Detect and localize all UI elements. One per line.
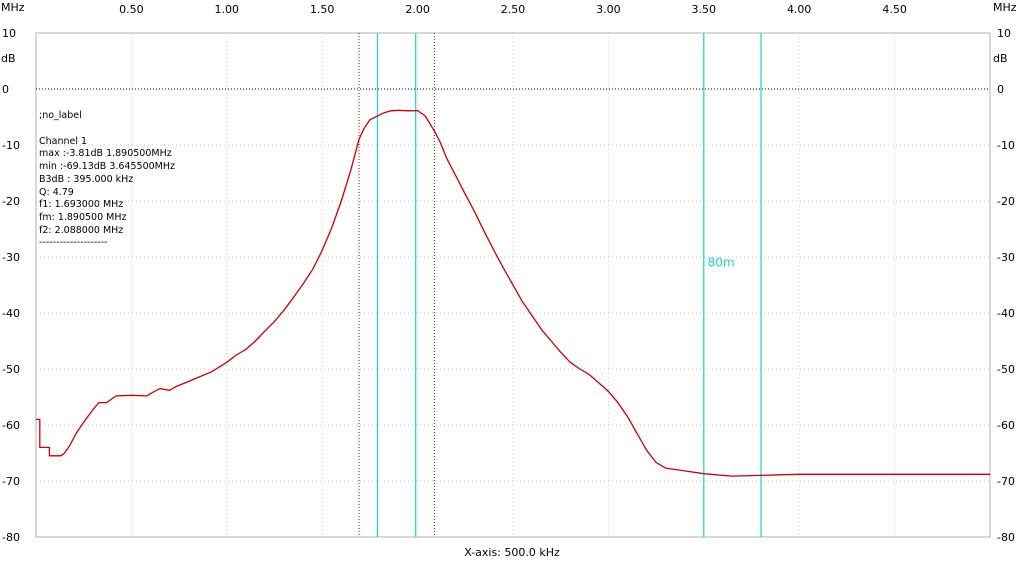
y-tick-label-right: -10 <box>997 139 1015 152</box>
x-tick-label: 4.50 <box>882 3 907 16</box>
y-tick-label-right: 10 <box>997 27 1011 40</box>
info-separator: -------------------- <box>39 237 108 249</box>
y-tick-label-right: -70 <box>997 475 1015 488</box>
y-tick-label-left: -10 <box>2 139 20 152</box>
y-tick-label-right: -40 <box>997 307 1015 320</box>
y-tick-label-right: 0 <box>997 83 1004 96</box>
y-tick-label-right: -50 <box>997 363 1015 376</box>
grid-layer <box>35 32 991 538</box>
info-max: max :-3.81dB 1.890500MHz <box>39 148 172 160</box>
x-tick-label: 2.50 <box>501 3 526 16</box>
y-tick-label-right: -80 <box>997 531 1015 544</box>
annotation-layer: 80m <box>708 256 735 270</box>
measurement-info-box: ;no_label Channel 1 max :-3.81dB 1.89050… <box>39 110 175 250</box>
x-tick-label: 3.50 <box>692 3 717 16</box>
y-tick-label-left: -20 <box>2 195 20 208</box>
y-tick-label-left: -50 <box>2 363 20 376</box>
y-tick-label-right: -20 <box>997 195 1015 208</box>
y-tick-label-left: -60 <box>2 419 20 432</box>
x-tick-label: 1.00 <box>215 3 240 16</box>
info-fm: fm: 1.890500 MHz <box>39 211 127 223</box>
x-unit-right-label: MHz <box>993 1 1017 14</box>
info-spacer <box>39 123 175 136</box>
info-f1: f1: 1.693000 MHz <box>39 199 124 211</box>
y-tick-label-right: -30 <box>997 251 1015 264</box>
info-b3db: B3dB : 395.000 kHz <box>39 173 134 185</box>
y-tick-label-left: -40 <box>2 307 20 320</box>
frequency-response-trace <box>36 109 990 477</box>
info-channel: Channel 1 <box>39 135 88 147</box>
y-tick-label-left: 10 <box>2 27 16 40</box>
tick-label-layer: 0.50 1.00 1.50 2.00 2.50 3.00 3.50 4.00 4.50 10 10… <box>2 3 1015 544</box>
x-tick-label: 0.50 <box>119 3 144 16</box>
info-min: min :-69.13dB 3.645500MHz <box>39 161 175 173</box>
x-tick-label: 1.50 <box>310 3 335 16</box>
y-unit-right-label: dB <box>993 52 1008 65</box>
x-axis-caption: X-axis: 500.0 kHz <box>464 546 560 559</box>
info-f2: f2: 2.088000 MHz <box>39 224 124 236</box>
y-tick-label-right: -60 <box>997 419 1015 432</box>
info-label: ;no_label <box>39 110 82 121</box>
trace-layer <box>36 109 990 477</box>
y-tick-label-left: -30 <box>2 251 20 264</box>
x-tick-label: 4.00 <box>787 3 812 16</box>
x-unit-left-label: MHz <box>1 1 25 14</box>
marker-layer <box>358 33 762 537</box>
x-tick-label: 2.00 <box>405 3 430 16</box>
y-tick-label-left: -70 <box>2 475 20 488</box>
x-tick-label: 3.00 <box>596 3 621 16</box>
band-annotation-80m: 80m <box>708 256 735 270</box>
y-tick-label-left: -80 <box>2 531 20 544</box>
y-tick-label-left: 0 <box>2 83 9 96</box>
info-q: Q: 4.79 <box>39 186 74 198</box>
y-unit-left-label: dB <box>1 52 16 65</box>
